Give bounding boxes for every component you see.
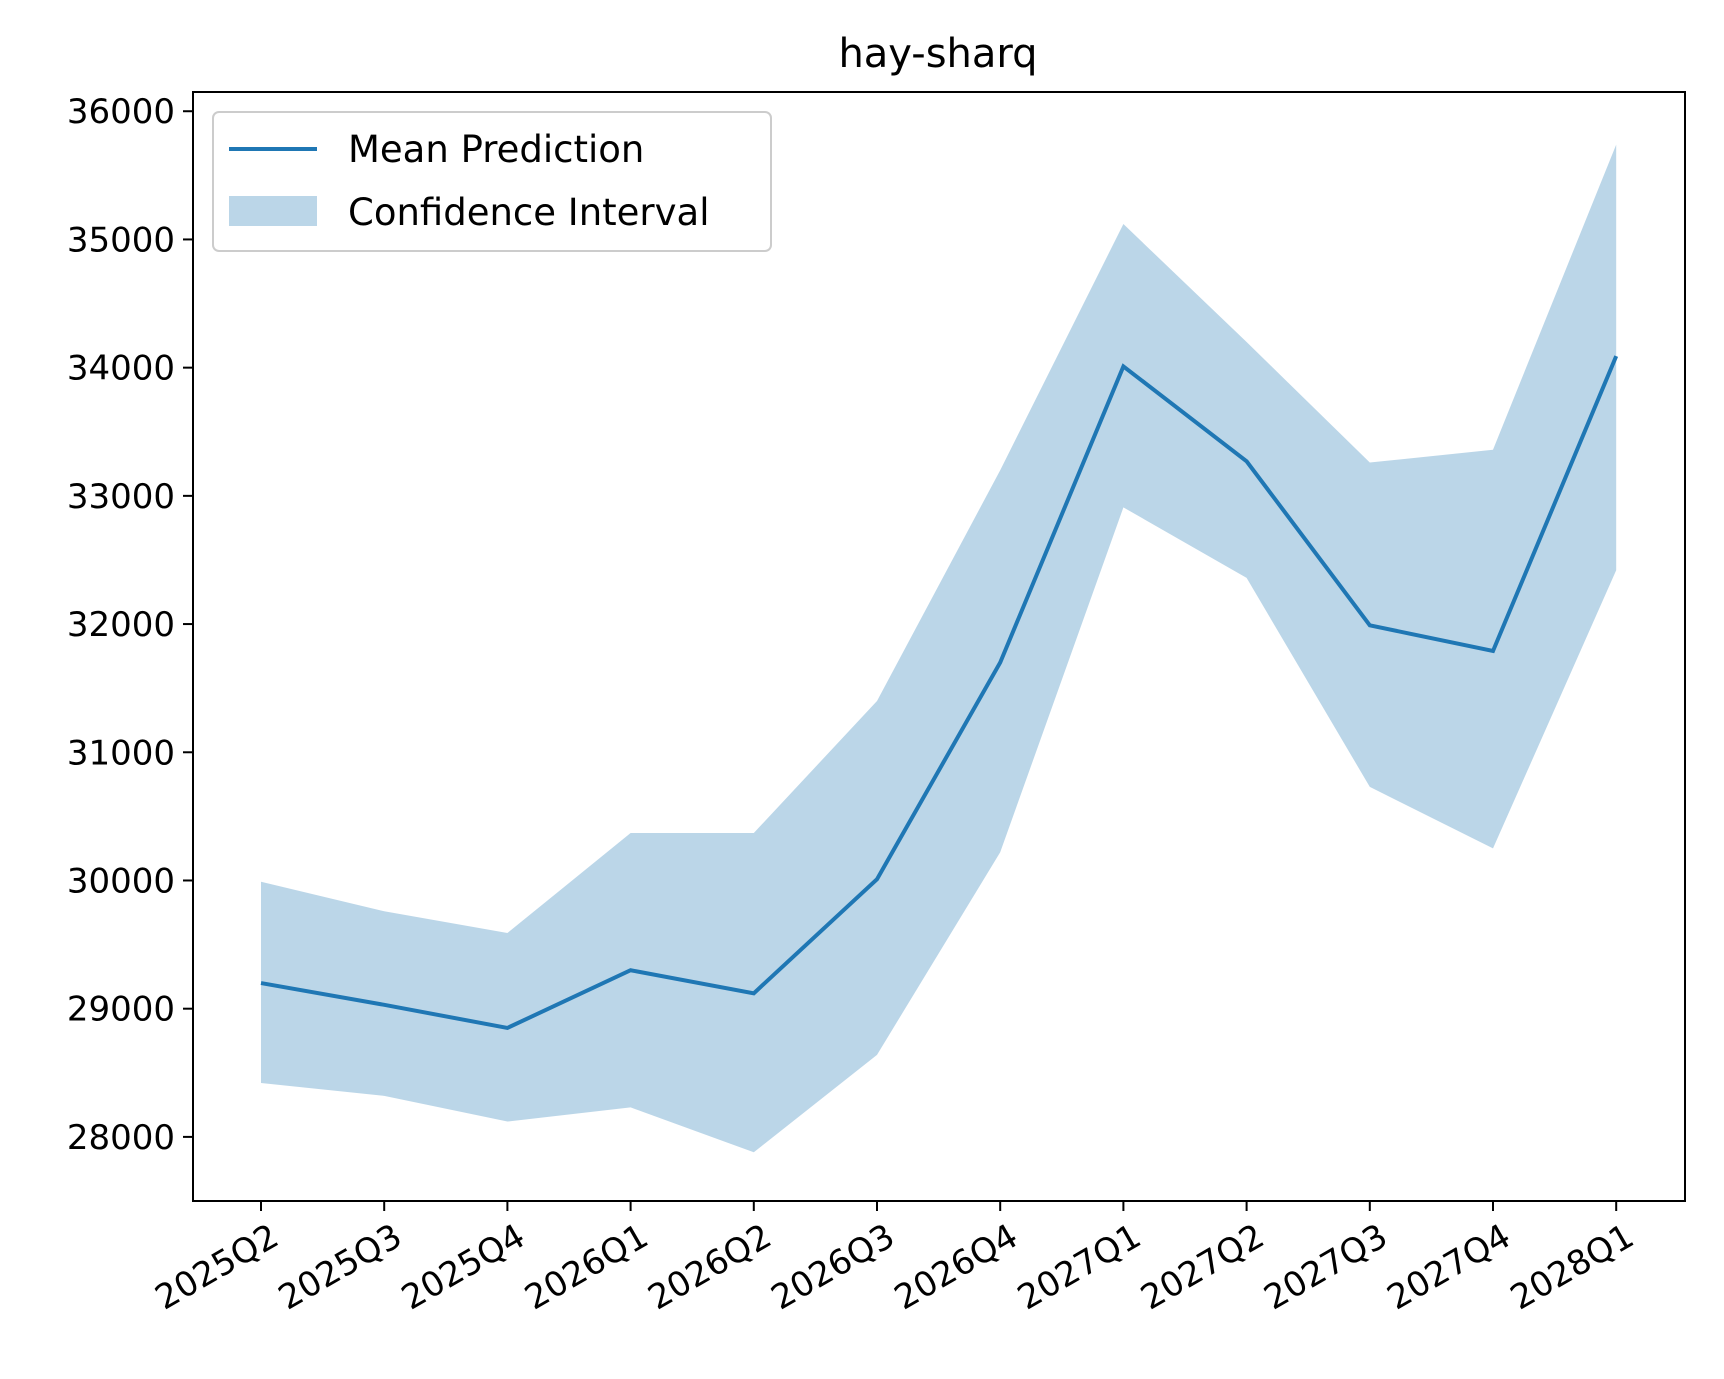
chart-title: hay-sharq: [838, 31, 1037, 77]
confidence-band: [261, 144, 1617, 1153]
y-tick-label: 36000: [67, 92, 175, 132]
y-tick-label: 33000: [67, 477, 175, 517]
legend-box: [212, 111, 772, 252]
legend-band-swatch: [229, 196, 317, 226]
plot-area: [260, 144, 1619, 1153]
y-tick-label: 29000: [67, 990, 175, 1030]
legend-ci-label: Confidence Interval: [348, 191, 710, 234]
y-tick-label: 30000: [67, 861, 175, 901]
y-tick-label: 34000: [67, 349, 175, 389]
y-tick-label: 35000: [67, 220, 175, 260]
y-tick-label: 28000: [67, 1118, 175, 1158]
y-tick-label: 32000: [67, 605, 175, 645]
legend: Mean Prediction Confidence Interval: [212, 111, 772, 252]
axes-frame: [192, 91, 1686, 1202]
legend-mean-label: Mean Prediction: [348, 128, 644, 171]
y-tick-label: 31000: [67, 733, 175, 773]
mean-prediction-line: [260, 355, 1619, 1031]
